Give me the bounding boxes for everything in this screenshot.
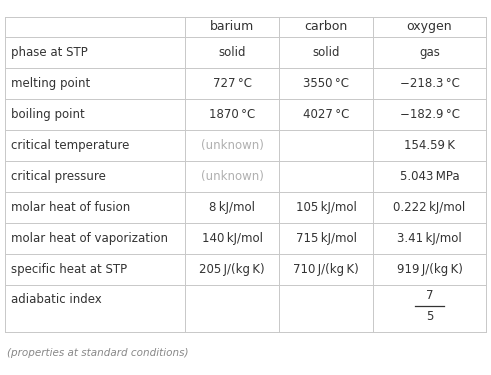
Text: 1870 °C: 1870 °C	[209, 108, 255, 121]
Text: 919 J/(kg K): 919 J/(kg K)	[397, 263, 463, 276]
Text: 205 J/(kg K): 205 J/(kg K)	[199, 263, 265, 276]
Text: 5: 5	[426, 310, 433, 324]
Bar	[5, 17, 486, 332]
Text: barium: barium	[210, 21, 254, 33]
Text: 0.222 kJ/mol: 0.222 kJ/mol	[393, 201, 465, 214]
Text: (properties at standard conditions): (properties at standard conditions)	[7, 348, 189, 357]
Text: 4027 °C: 4027 °C	[303, 108, 349, 121]
Text: −218.3 °C: −218.3 °C	[400, 77, 460, 90]
Text: 3550 °C: 3550 °C	[303, 77, 349, 90]
Text: (unknown): (unknown)	[201, 170, 264, 183]
Text: specific heat at STP: specific heat at STP	[11, 263, 127, 276]
Text: gas: gas	[419, 46, 440, 59]
Text: carbon: carbon	[304, 21, 348, 33]
Text: 8 kJ/mol: 8 kJ/mol	[209, 201, 255, 214]
Text: molar heat of vaporization: molar heat of vaporization	[11, 232, 168, 245]
Text: phase at STP: phase at STP	[11, 46, 87, 59]
Text: 715 kJ/mol: 715 kJ/mol	[296, 232, 356, 245]
Text: critical pressure: critical pressure	[11, 170, 106, 183]
Text: 154.59 K: 154.59 K	[404, 139, 455, 152]
Text: 140 kJ/mol: 140 kJ/mol	[202, 232, 263, 245]
Text: −182.9 °C: −182.9 °C	[400, 108, 460, 121]
Text: boiling point: boiling point	[11, 108, 84, 121]
Text: 710 J/(kg K): 710 J/(kg K)	[293, 263, 359, 276]
Text: 5.043 MPa: 5.043 MPa	[400, 170, 460, 183]
Text: oxygen: oxygen	[407, 21, 452, 33]
Text: 727 °C: 727 °C	[213, 77, 252, 90]
Text: 105 kJ/mol: 105 kJ/mol	[296, 201, 356, 214]
Text: solid: solid	[218, 46, 246, 59]
Text: 7: 7	[426, 289, 433, 302]
Text: 3.41 kJ/mol: 3.41 kJ/mol	[397, 232, 462, 245]
Text: solid: solid	[312, 46, 340, 59]
Text: critical temperature: critical temperature	[11, 139, 129, 152]
Text: melting point: melting point	[11, 77, 90, 90]
Text: (unknown): (unknown)	[201, 139, 264, 152]
Text: molar heat of fusion: molar heat of fusion	[11, 201, 130, 214]
Text: adiabatic index: adiabatic index	[11, 293, 102, 306]
